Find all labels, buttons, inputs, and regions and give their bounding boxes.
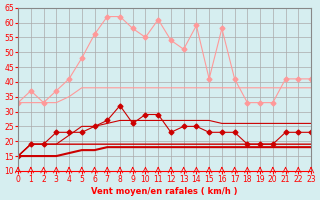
X-axis label: Vent moyen/en rafales ( km/h ): Vent moyen/en rafales ( km/h ) <box>91 187 238 196</box>
